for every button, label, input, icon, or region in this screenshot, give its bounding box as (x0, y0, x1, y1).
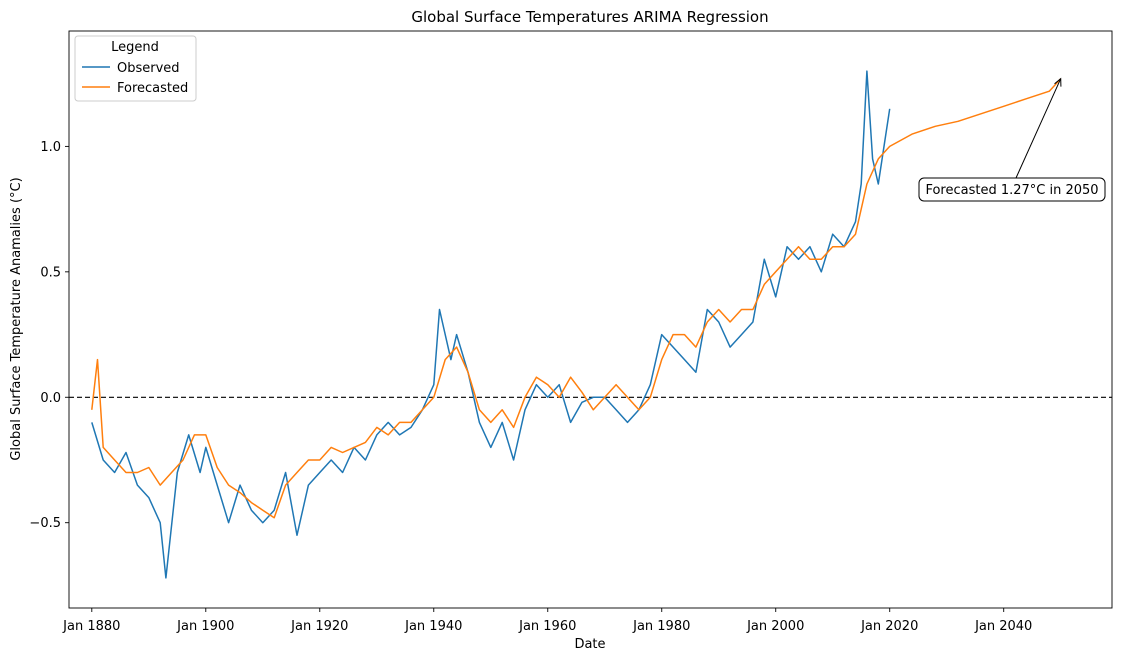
axis-ticks: Jan 1880 Jan 1900 Jan 1920 Jan 1940 Jan 1960… (29, 140, 1032, 634)
x-tick-label: Jan 2040 (974, 619, 1032, 634)
annotation-arrow (1015, 78, 1062, 179)
legend-title: Legend (111, 40, 159, 55)
legend-label-forecasted: Forecasted (117, 81, 188, 96)
x-tick-label: Jan 1920 (290, 619, 348, 634)
series-line-forecasted (91, 78, 1062, 519)
x-tick-label: Jan 1940 (404, 619, 462, 634)
x-tick-label: Jan 1880 (62, 619, 120, 634)
x-tick-label: Jan 1900 (176, 619, 234, 634)
annotation-box (918, 177, 1106, 202)
annotation-layer: Forecasted 1.27°C in 2050 (918, 77, 1106, 202)
series-line-observed (91, 70, 891, 579)
x-tick-label: Jan 1960 (518, 619, 576, 634)
annotation-arrowhead (1054, 77, 1062, 87)
plot-area (68, 30, 1113, 609)
x-tick-label: Jan 1980 (632, 619, 690, 634)
x-tick-label: Jan 2000 (746, 619, 804, 634)
annotation-text: Forecasted 1.27°C in 2050 (925, 183, 1098, 198)
legend-box (74, 35, 197, 102)
y-tick-label: 1.0 (40, 140, 61, 155)
x-tick-label: Jan 2020 (860, 619, 918, 634)
y-tick-label: 0.5 (40, 265, 61, 280)
y-tick-label: 0.0 (40, 391, 61, 406)
y-axis-label: Global Surface Temperature Anamalies (°C… (9, 177, 24, 460)
chart-title: Global Surface Temperatures ARIMA Regres… (411, 8, 768, 26)
x-axis-label: Date (574, 637, 605, 652)
legend: Legend Observed Forecasted (74, 35, 197, 102)
y-tick-label: −0.5 (29, 516, 61, 531)
legend-label-observed: Observed (117, 61, 180, 76)
series-layer (91, 70, 1062, 579)
